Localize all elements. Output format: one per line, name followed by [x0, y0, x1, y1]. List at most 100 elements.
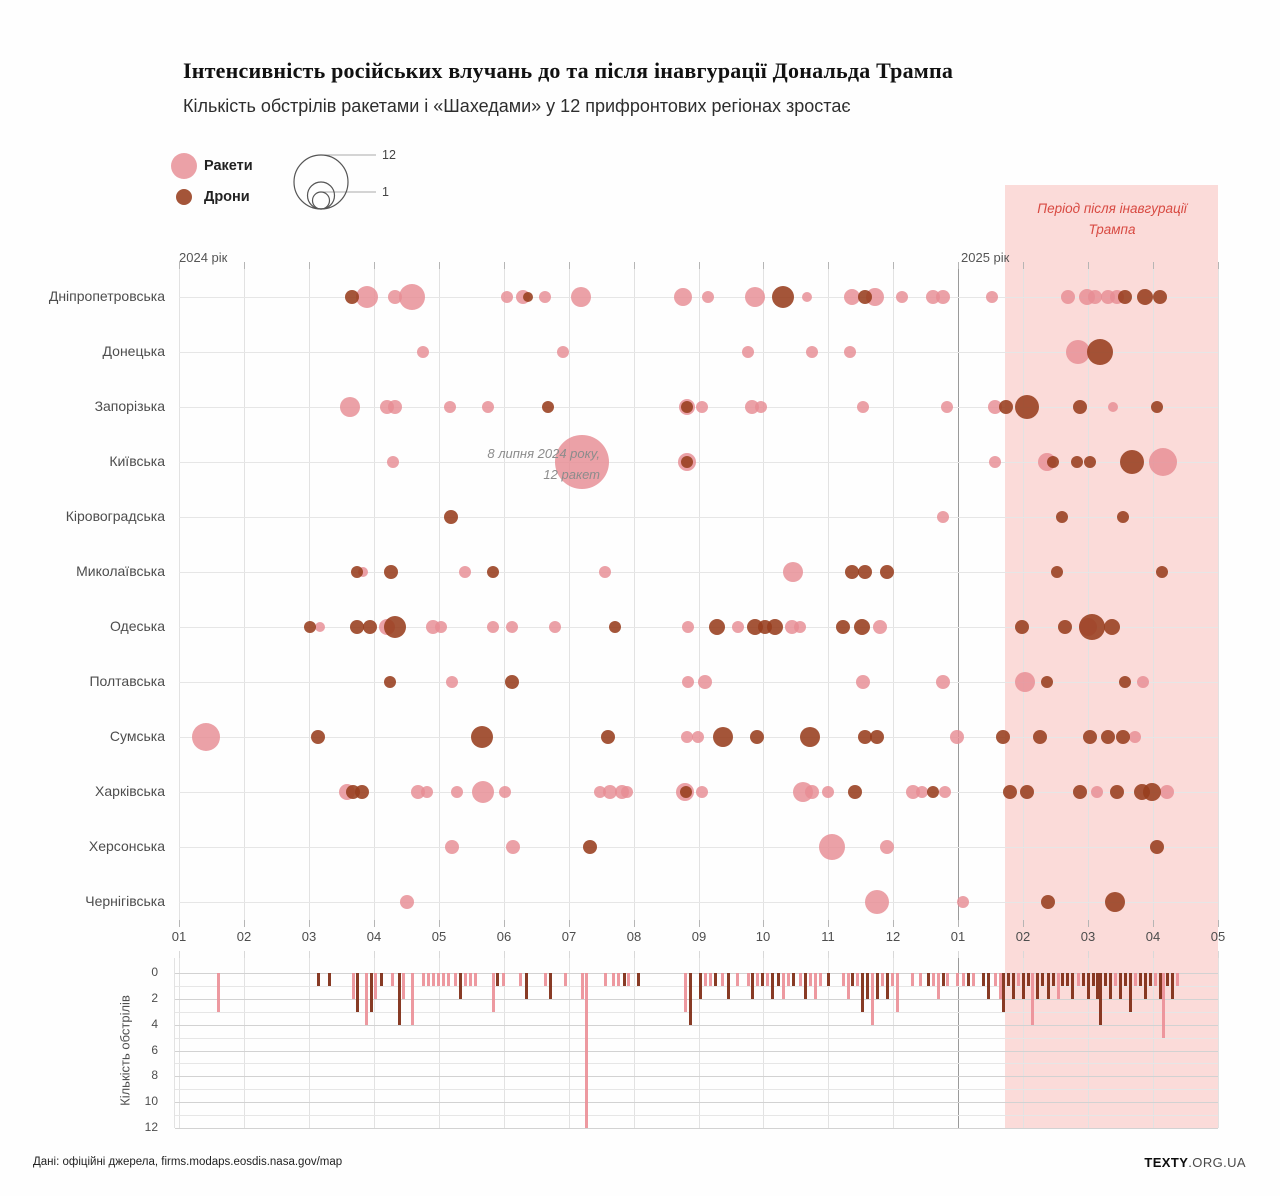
count-gridline [175, 1025, 1218, 1026]
drone-bubble [542, 401, 554, 413]
rocket-bar [946, 973, 949, 986]
drone-bubble [1119, 676, 1131, 688]
rocket-bar [217, 973, 220, 1012]
count-tick-label: 0 [151, 965, 158, 979]
rocket-bar [519, 973, 522, 986]
rocket-bubble [805, 785, 819, 799]
axis-tick-mid [244, 951, 245, 958]
axis-tick-top [893, 262, 894, 269]
drone-bubble [1083, 730, 1097, 744]
rocket-bar [427, 973, 430, 986]
drone-bar [1149, 973, 1152, 986]
rocket-bar [1114, 973, 1117, 986]
drone-bubble [1151, 401, 1163, 413]
drone-bar [1007, 973, 1010, 986]
drone-bar [1104, 973, 1107, 986]
drone-bubble [1118, 290, 1132, 304]
drone-bar [1109, 973, 1112, 999]
axis-tick-top [244, 262, 245, 269]
axis-tick-mid [569, 951, 570, 958]
count-tick-label: 8 [151, 1068, 158, 1082]
month-gridline [699, 268, 700, 920]
rocket-bubble [936, 675, 950, 689]
rocket-bubble [315, 622, 325, 632]
drone-bar [459, 973, 462, 999]
drone-bubble [1058, 620, 1072, 634]
drone-bubble [1150, 840, 1164, 854]
rocket-bubble [621, 786, 633, 798]
rocket-bubble [499, 786, 511, 798]
drone-bubble [351, 566, 363, 578]
rocket-bar [1057, 973, 1060, 999]
drone-bar [866, 973, 869, 999]
drone-bubble [750, 730, 764, 744]
rocket-bubble [435, 621, 447, 633]
rocket-bubble [358, 567, 368, 577]
drone-bubble [1003, 785, 1017, 799]
axis-tick-top [504, 262, 505, 269]
rocket-bar [881, 973, 884, 986]
count-tick-label: 10 [144, 1094, 158, 1108]
drone-bubble [880, 565, 894, 579]
month-gridline [1218, 268, 1219, 920]
axis-tick-mid [893, 951, 894, 958]
rocket-bar [684, 973, 687, 1012]
rocket-bar [1134, 973, 1137, 986]
month-gridline-bottom [893, 958, 894, 1128]
rocket-bar [704, 973, 707, 986]
axis-tick-top [1023, 262, 1024, 269]
axis-tick-top [569, 262, 570, 269]
axis-tick-top [828, 262, 829, 269]
drone-bar [967, 973, 970, 986]
rocket-bubble [1108, 402, 1118, 412]
rocket-bar [391, 973, 394, 986]
rocket-bubble [1091, 786, 1103, 798]
x-tick-label: 09 [691, 929, 707, 944]
drone-bubble [1087, 339, 1113, 365]
rocket-bar [544, 973, 547, 986]
rocket-bubble [387, 456, 399, 468]
axis-tick-mid [1023, 951, 1024, 958]
drone-bubble [858, 565, 872, 579]
rocket-bar [787, 973, 790, 986]
drone-bubble [384, 565, 398, 579]
drone-bar [1166, 973, 1169, 986]
rocket-bar [932, 973, 935, 986]
drone-bubble [1120, 450, 1144, 474]
drone-bubble [927, 786, 939, 798]
drone-bar [496, 973, 499, 986]
rocket-bar [564, 973, 567, 986]
rocket-bubble [819, 834, 845, 860]
rocket-bar [612, 973, 615, 986]
axis-tick-bottom [179, 920, 180, 927]
rocket-bubble [356, 286, 378, 308]
month-gridline-bottom [1088, 958, 1089, 1128]
month-gridline-bottom [958, 958, 959, 1128]
drone-bar [942, 973, 945, 986]
drone-bar [328, 973, 331, 986]
rocket-bubble [388, 400, 402, 414]
drone-bubble [1117, 511, 1129, 523]
axis-tick-top [439, 262, 440, 269]
rocket-bubble [950, 730, 964, 744]
region-label: Миколаївська [76, 563, 165, 579]
rocket-bubble [506, 840, 520, 854]
count-gridline [175, 999, 1218, 1000]
x-tick-label: 01 [950, 929, 966, 944]
rocket-bar [627, 973, 630, 986]
drone-bar [1061, 973, 1064, 986]
legend-drone-label: Дрони [204, 189, 250, 205]
bottom-axis-title: Кількість обстрілів [117, 995, 133, 1106]
rocket-bubble [446, 676, 458, 688]
rocket-bar [856, 973, 859, 986]
rocket-bubble [696, 786, 708, 798]
rocket-bubble [822, 786, 834, 798]
drone-bar [761, 973, 764, 986]
rocket-bar [447, 973, 450, 986]
rocket-bubble [1061, 290, 1075, 304]
count-tick-label: 12 [144, 1120, 158, 1134]
rocket-bubble [794, 621, 806, 633]
month-gridline [309, 268, 310, 920]
axis-tick-bottom [958, 920, 959, 927]
rocket-bubble [1129, 731, 1141, 743]
